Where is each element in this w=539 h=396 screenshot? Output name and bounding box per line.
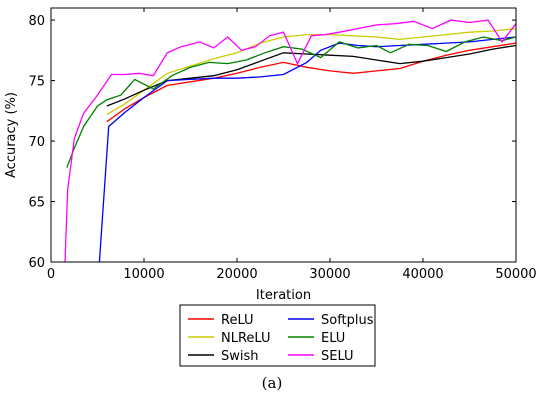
legend: ReLU Softplus NLReLU ELU Swish SELU: [179, 304, 376, 367]
series-line-selu: [64, 19, 516, 262]
legend-label-relu: ReLU: [221, 313, 254, 328]
y-axis-label: Accuracy (%): [4, 92, 19, 178]
x-tick-label: 20000: [216, 267, 257, 282]
series-layer: [64, 19, 516, 262]
legend-label-swish: Swish: [221, 349, 259, 364]
legend-label-elu: ELU: [321, 331, 345, 346]
x-tick-label: 40000: [402, 267, 443, 282]
x-axis-label: Iteration: [256, 288, 311, 303]
x-tick-label: 0: [47, 267, 55, 282]
legend-label-selu: SELU: [321, 349, 354, 364]
y-tick-label: 80: [28, 14, 45, 29]
y-tick-label: 60: [28, 256, 45, 271]
x-tick-label: 50000: [495, 267, 536, 282]
ticks-layer: 0 10000 20000 30000 40000 50000 60 65 70 75 80: [28, 8, 537, 282]
y-tick-label: 65: [28, 196, 45, 211]
series-line-swish: [106, 44, 516, 107]
series-line-relu: [106, 42, 516, 123]
plot-frame: [50, 7, 517, 263]
legend-label-nlrelu: NLReLU: [221, 331, 271, 346]
series-line-nlrelu: [106, 27, 516, 115]
legend-label-softplus: Softplus: [321, 313, 374, 328]
y-tick-label: 75: [28, 75, 45, 90]
y-tick-label: 70: [28, 135, 45, 150]
legend-box: [179, 304, 376, 367]
series-line-elu: [66, 36, 516, 168]
caption: (a): [262, 374, 283, 392]
series-line-softplus: [98, 36, 516, 262]
x-tick-label: 10000: [123, 267, 164, 282]
x-tick-label: 30000: [309, 267, 350, 282]
